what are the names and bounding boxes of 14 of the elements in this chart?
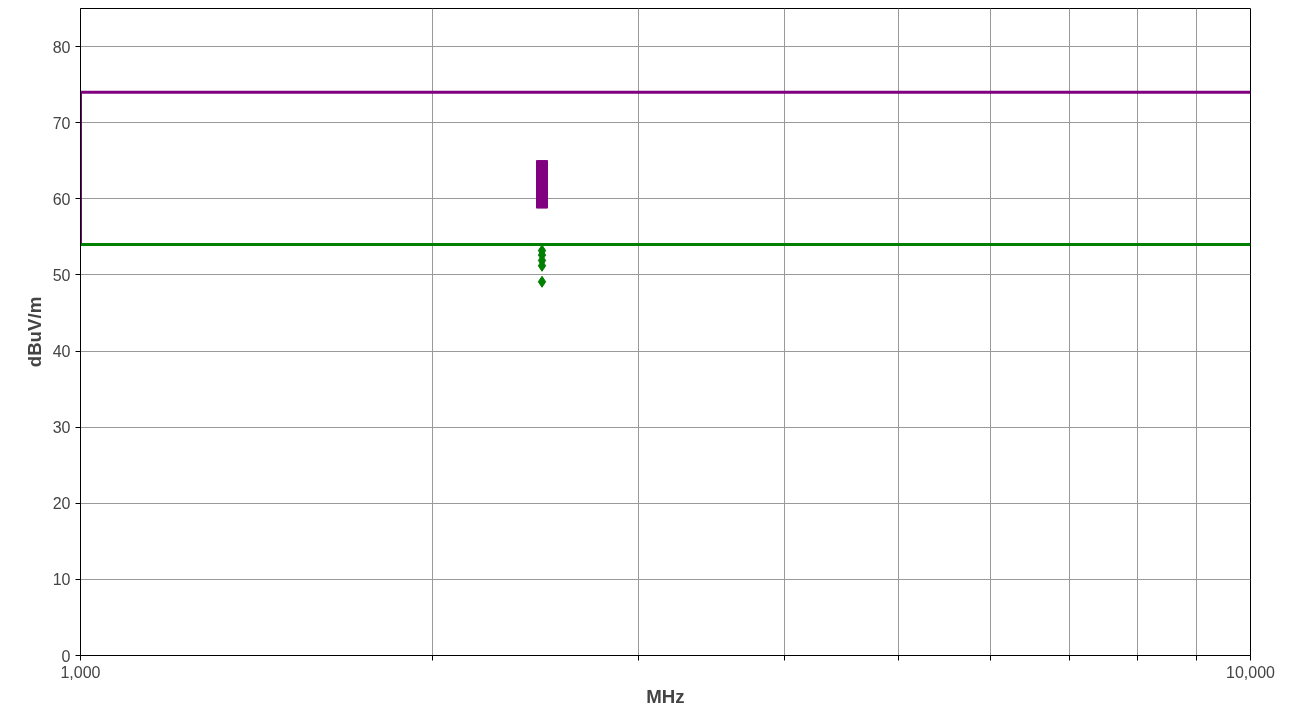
x-tick-label: 10,000 <box>1226 663 1276 681</box>
x-tick-label: 1,000 <box>60 663 101 681</box>
y-tick-label: 10 <box>52 571 71 589</box>
y-tick-label: 80 <box>52 38 71 56</box>
y-tick-label: 60 <box>52 190 71 208</box>
y-tick-label: 70 <box>52 114 71 132</box>
y-tick-label: 40 <box>52 343 71 361</box>
y-tick-label: 30 <box>52 419 71 437</box>
y-tick-label: 0 <box>61 647 71 665</box>
y-axis-title: dBuV/m <box>23 296 45 368</box>
y-tick-label: 20 <box>52 495 71 513</box>
point <box>537 275 547 288</box>
y-tick-label: 50 <box>52 266 71 284</box>
x-axis-title: MHz <box>646 685 685 707</box>
